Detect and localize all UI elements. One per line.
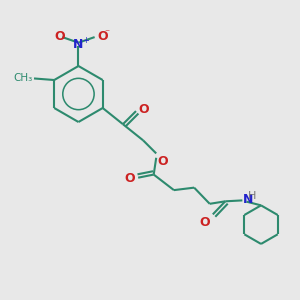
Text: O: O: [200, 216, 210, 229]
Text: O: O: [124, 172, 135, 185]
Text: O: O: [158, 155, 168, 168]
Text: +: +: [82, 36, 89, 45]
Text: O: O: [55, 30, 65, 43]
Text: O: O: [98, 30, 108, 43]
Text: ⁻: ⁻: [104, 28, 109, 38]
Text: CH₃: CH₃: [13, 74, 32, 83]
Text: O: O: [139, 103, 149, 116]
Text: N: N: [243, 193, 254, 206]
Text: H: H: [248, 191, 256, 201]
Text: N: N: [73, 38, 84, 51]
